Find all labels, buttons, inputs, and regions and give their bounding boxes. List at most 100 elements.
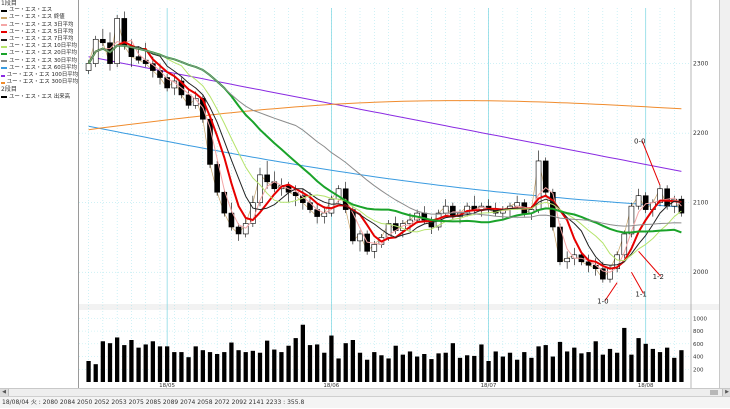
vertical-scrollbar[interactable] <box>719 0 730 388</box>
candle-body <box>350 209 356 242</box>
legend-item[interactable]: ユー・エス・エス 終値 <box>0 14 78 21</box>
legend-swatch <box>1 53 7 56</box>
legend-swatch <box>1 24 7 27</box>
volume-tick-label: 200 <box>693 367 704 373</box>
volume-bar <box>393 345 398 382</box>
volume-bar <box>586 352 591 382</box>
volume-bar <box>650 348 655 382</box>
price-tick-label: 2300 <box>693 61 708 68</box>
volume-bar <box>243 352 248 382</box>
volume-bar <box>557 341 563 382</box>
volume-bar <box>165 346 170 382</box>
scroll-thumb[interactable] <box>710 390 718 395</box>
volume-bar <box>507 352 513 382</box>
volume-bar <box>143 344 148 382</box>
legend-item[interactable]: ユー・エス・エス 3日平均 <box>0 22 78 29</box>
annotation-label: 0-0 <box>634 138 645 146</box>
legend-section-2-title: 2段目 <box>1 86 17 94</box>
legend-item[interactable]: ユー・エス・エス 300日平均 <box>0 79 78 86</box>
volume-bar <box>572 347 577 382</box>
volume-bar <box>200 350 205 382</box>
volume-bar <box>322 352 327 382</box>
volume-bar <box>236 350 241 382</box>
volume-bar <box>307 345 313 382</box>
volume-bar <box>343 343 348 382</box>
volume-bar <box>336 358 341 382</box>
volume-bar <box>522 352 527 382</box>
legend-item[interactable]: ユー・エス・エス 出来高 <box>0 94 78 101</box>
legend-item[interactable]: ユー・エス・エス 30日平均 <box>0 58 78 65</box>
x-tick-label: 18/08 <box>638 383 654 388</box>
legend-swatch <box>1 17 7 19</box>
scroll-right-icon[interactable]: ▶ <box>722 389 730 396</box>
volume-bar <box>357 352 363 382</box>
volume-bar <box>550 356 555 382</box>
volume-bar <box>615 352 620 382</box>
scroll-left-icon[interactable]: ◀ <box>0 389 9 396</box>
pane-separator <box>79 304 719 310</box>
legend-item[interactable]: ユー・エス・エス 60日平均 <box>0 65 78 72</box>
stock-chart[interactable]: 2000 2100 2200 2300 18/05 18/06 18/07 18/08 200 4… <box>79 0 719 388</box>
legend-swatch <box>1 45 7 48</box>
volume-bar <box>407 351 413 382</box>
candle-body <box>678 198 685 214</box>
volume-bar <box>250 350 255 382</box>
volume-bar <box>286 345 291 382</box>
volume-bar <box>465 355 470 382</box>
horizontal-scrollbar[interactable]: ◀ ▶ <box>0 388 730 396</box>
legend-items: ユー・エス・エス ユー・エス・エス 終値 ユー・エス・エス 3日平均 ユー・エス・エス… <box>0 7 78 86</box>
volume-bar <box>215 354 220 382</box>
legend-item[interactable]: ユー・エス・エス <box>0 7 78 14</box>
volume-bar <box>107 343 113 382</box>
volume-bar <box>157 346 163 382</box>
legend-item[interactable]: ユー・エス・エス 100日平均 <box>0 72 78 79</box>
volume-bar <box>436 353 441 382</box>
candle-body <box>185 94 192 106</box>
volume-bar <box>386 358 391 382</box>
legend-item[interactable]: ユー・エス・エス 10日平均 <box>0 43 78 50</box>
volume-bar <box>129 340 134 382</box>
candle-body <box>357 233 363 242</box>
volume-bar <box>679 350 684 382</box>
volume-bar <box>607 348 613 382</box>
volume-bar <box>422 354 427 382</box>
candle-body <box>642 195 649 210</box>
volume-bar <box>629 354 634 382</box>
volume-bar <box>450 343 455 382</box>
candle-body <box>214 164 220 193</box>
candle-body <box>321 212 328 217</box>
volume-bar <box>486 361 491 382</box>
volume-bar <box>457 357 463 382</box>
ma-line-10 <box>88 45 682 262</box>
legend-item[interactable]: ユー・エス・エス 5日平均 <box>0 29 78 36</box>
legend-item[interactable]: ユー・エス・エス 20日平均 <box>0 50 78 57</box>
volume-bar <box>257 352 263 382</box>
ma-line-60 <box>88 125 682 208</box>
annotation-pointer <box>630 271 644 294</box>
volume-bar <box>379 355 384 382</box>
candle-body <box>407 219 413 224</box>
volume-bar <box>593 341 598 382</box>
legend-label: ユー・エス・エス 20日平均 <box>9 50 77 57</box>
volume-bar <box>315 344 320 382</box>
volume-bar <box>222 352 227 382</box>
volume-bar <box>529 357 534 382</box>
candle-body <box>450 205 456 217</box>
ma-line-7 <box>88 45 682 266</box>
x-tick-label: 18/07 <box>481 383 497 388</box>
x-tick-label: 18/05 <box>159 383 175 388</box>
annotation-pointer <box>604 282 618 301</box>
legend-swatch <box>1 38 7 41</box>
candle-body <box>442 205 449 214</box>
volume-bar <box>536 346 541 382</box>
volume-bar <box>300 324 305 382</box>
volume-bar <box>136 347 141 382</box>
candle-body <box>164 77 170 89</box>
candle-body <box>635 195 642 207</box>
status-bar: 18/08/04 火 : 2080 2084 2050 2052 2053 20… <box>0 396 730 408</box>
legend-item[interactable]: ユー・エス・エス 7日平均 <box>0 36 78 43</box>
candle-body <box>328 198 335 214</box>
volume-bar <box>229 342 234 382</box>
candle-body <box>628 205 635 235</box>
legend-swatch <box>1 31 7 34</box>
